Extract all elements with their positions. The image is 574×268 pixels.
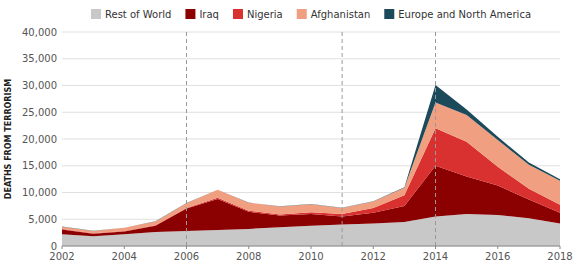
grid xyxy=(62,32,560,246)
y-tick-label: 0 xyxy=(51,241,57,252)
legend-swatch xyxy=(297,9,307,19)
x-tick-label: 2008 xyxy=(236,251,261,262)
y-tick-label: 10,000 xyxy=(22,187,57,198)
chart: 0 5,000 10,000 15,000 20,000 25,000 30,000 35,0… xyxy=(0,0,574,268)
y-axis-label: DEATHS FROM TERRORISM xyxy=(4,79,13,199)
legend-swatch xyxy=(91,9,101,19)
y-tick-label: 20,000 xyxy=(22,134,57,145)
legend-label: Europe and North America xyxy=(398,9,531,20)
legend-label: Iraq xyxy=(199,9,219,20)
x-tick-label: 2016 xyxy=(485,251,510,262)
legend-item: Europe and North America xyxy=(384,9,531,20)
y-tick-label: 15,000 xyxy=(22,160,57,171)
x-tick-label: 2014 xyxy=(423,251,448,262)
x-tick-label: 2018 xyxy=(547,251,572,262)
grid-line xyxy=(62,58,560,59)
legend-swatch xyxy=(185,9,195,19)
legend-swatch xyxy=(384,9,394,19)
area xyxy=(62,85,560,231)
reference-line xyxy=(342,32,343,246)
grid-line xyxy=(62,32,560,33)
x-axis-line xyxy=(62,246,560,247)
area xyxy=(62,103,560,234)
grid-line xyxy=(62,246,560,247)
areas xyxy=(62,32,560,246)
y-tick-label: 25,000 xyxy=(22,107,57,118)
legend-swatch xyxy=(233,9,243,19)
x-tick-label: 2004 xyxy=(112,251,137,262)
legend-item: Rest of World xyxy=(91,9,171,20)
reference-line xyxy=(435,32,436,246)
x-tick-label: 2010 xyxy=(298,251,323,262)
x-tick-label: 2002 xyxy=(49,251,74,262)
x-tick-label: 2012 xyxy=(361,251,386,262)
y-tick-label: 30,000 xyxy=(22,80,57,91)
legend: Rest of World Iraq Nigeria Afghanistan Europ… xyxy=(91,9,531,20)
legend-item: Nigeria xyxy=(233,9,283,20)
reference-line xyxy=(186,32,187,246)
x-tick-label: 2006 xyxy=(174,251,199,262)
y-tick-label: 5,000 xyxy=(28,214,57,225)
y-tick-label: 35,000 xyxy=(22,53,57,64)
legend-item: Afghanistan xyxy=(297,9,371,20)
legend-label: Rest of World xyxy=(105,9,171,20)
legend-label: Afghanistan xyxy=(311,9,371,20)
legend-label: Nigeria xyxy=(247,9,283,20)
grid-line xyxy=(62,85,560,86)
legend-item: Iraq xyxy=(185,9,219,20)
y-tick-label: 40,000 xyxy=(22,27,57,38)
grid-line xyxy=(62,112,560,113)
